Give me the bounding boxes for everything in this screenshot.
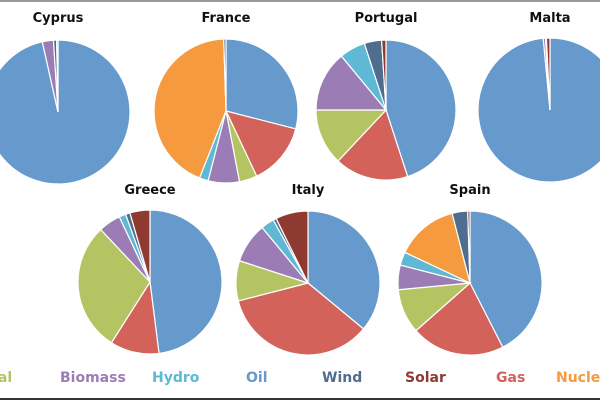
slice-solar xyxy=(467,210,471,284)
slice-oil xyxy=(225,38,299,130)
slice-solar xyxy=(545,37,551,111)
slice-biomass xyxy=(315,55,388,111)
legend-biomass: Biomass xyxy=(60,370,126,386)
legend-solar: Solar xyxy=(405,370,446,386)
legend-hydro: Hydro xyxy=(152,370,200,386)
slice-gas xyxy=(337,108,409,181)
slice-oil xyxy=(307,210,381,330)
slice-solar xyxy=(129,209,151,283)
slice-gas xyxy=(415,282,504,356)
legend-nuclear: Nuclear xyxy=(556,370,600,386)
pie-italy: Italy xyxy=(235,183,381,356)
slice-nuclear xyxy=(153,38,227,179)
slice-wind xyxy=(223,38,227,112)
pie-greece: Greece xyxy=(77,183,223,355)
pie-title: Portugal xyxy=(355,11,418,26)
pie-spain: Spain xyxy=(397,183,543,356)
pie-title: France xyxy=(201,11,250,26)
slice-nuclear xyxy=(404,212,471,285)
slice-oil xyxy=(477,37,600,183)
legend-oil: Oil xyxy=(246,370,268,386)
slice-gas xyxy=(224,110,297,177)
slice-oil xyxy=(469,210,543,348)
pie-title: Cyprus xyxy=(33,11,84,26)
pie-portugal: Portugal xyxy=(315,11,457,181)
bottom-border xyxy=(0,398,600,400)
slice-solar xyxy=(56,39,59,113)
pie-malta: Malta xyxy=(477,11,600,183)
legend-gas: Gas xyxy=(496,370,526,386)
pie-title: Spain xyxy=(449,183,490,198)
slice-solar xyxy=(380,39,387,111)
pie-title: Greece xyxy=(124,183,175,198)
pie-title: Malta xyxy=(529,11,570,26)
slice-coal xyxy=(77,228,151,344)
pie-title: Italy xyxy=(292,183,325,198)
slice-oil xyxy=(385,39,457,178)
pie-france: France xyxy=(153,11,299,184)
slice-solar xyxy=(275,210,309,284)
slice-gas xyxy=(237,282,365,356)
pie-cyprus: Cyprus xyxy=(0,11,131,185)
legend-coal: Coal xyxy=(0,370,13,386)
slice-oil xyxy=(149,209,223,355)
slice-oil xyxy=(0,39,131,185)
top-border xyxy=(0,0,600,2)
legend-wind: Wind xyxy=(322,370,363,386)
slice-coal xyxy=(315,109,388,162)
